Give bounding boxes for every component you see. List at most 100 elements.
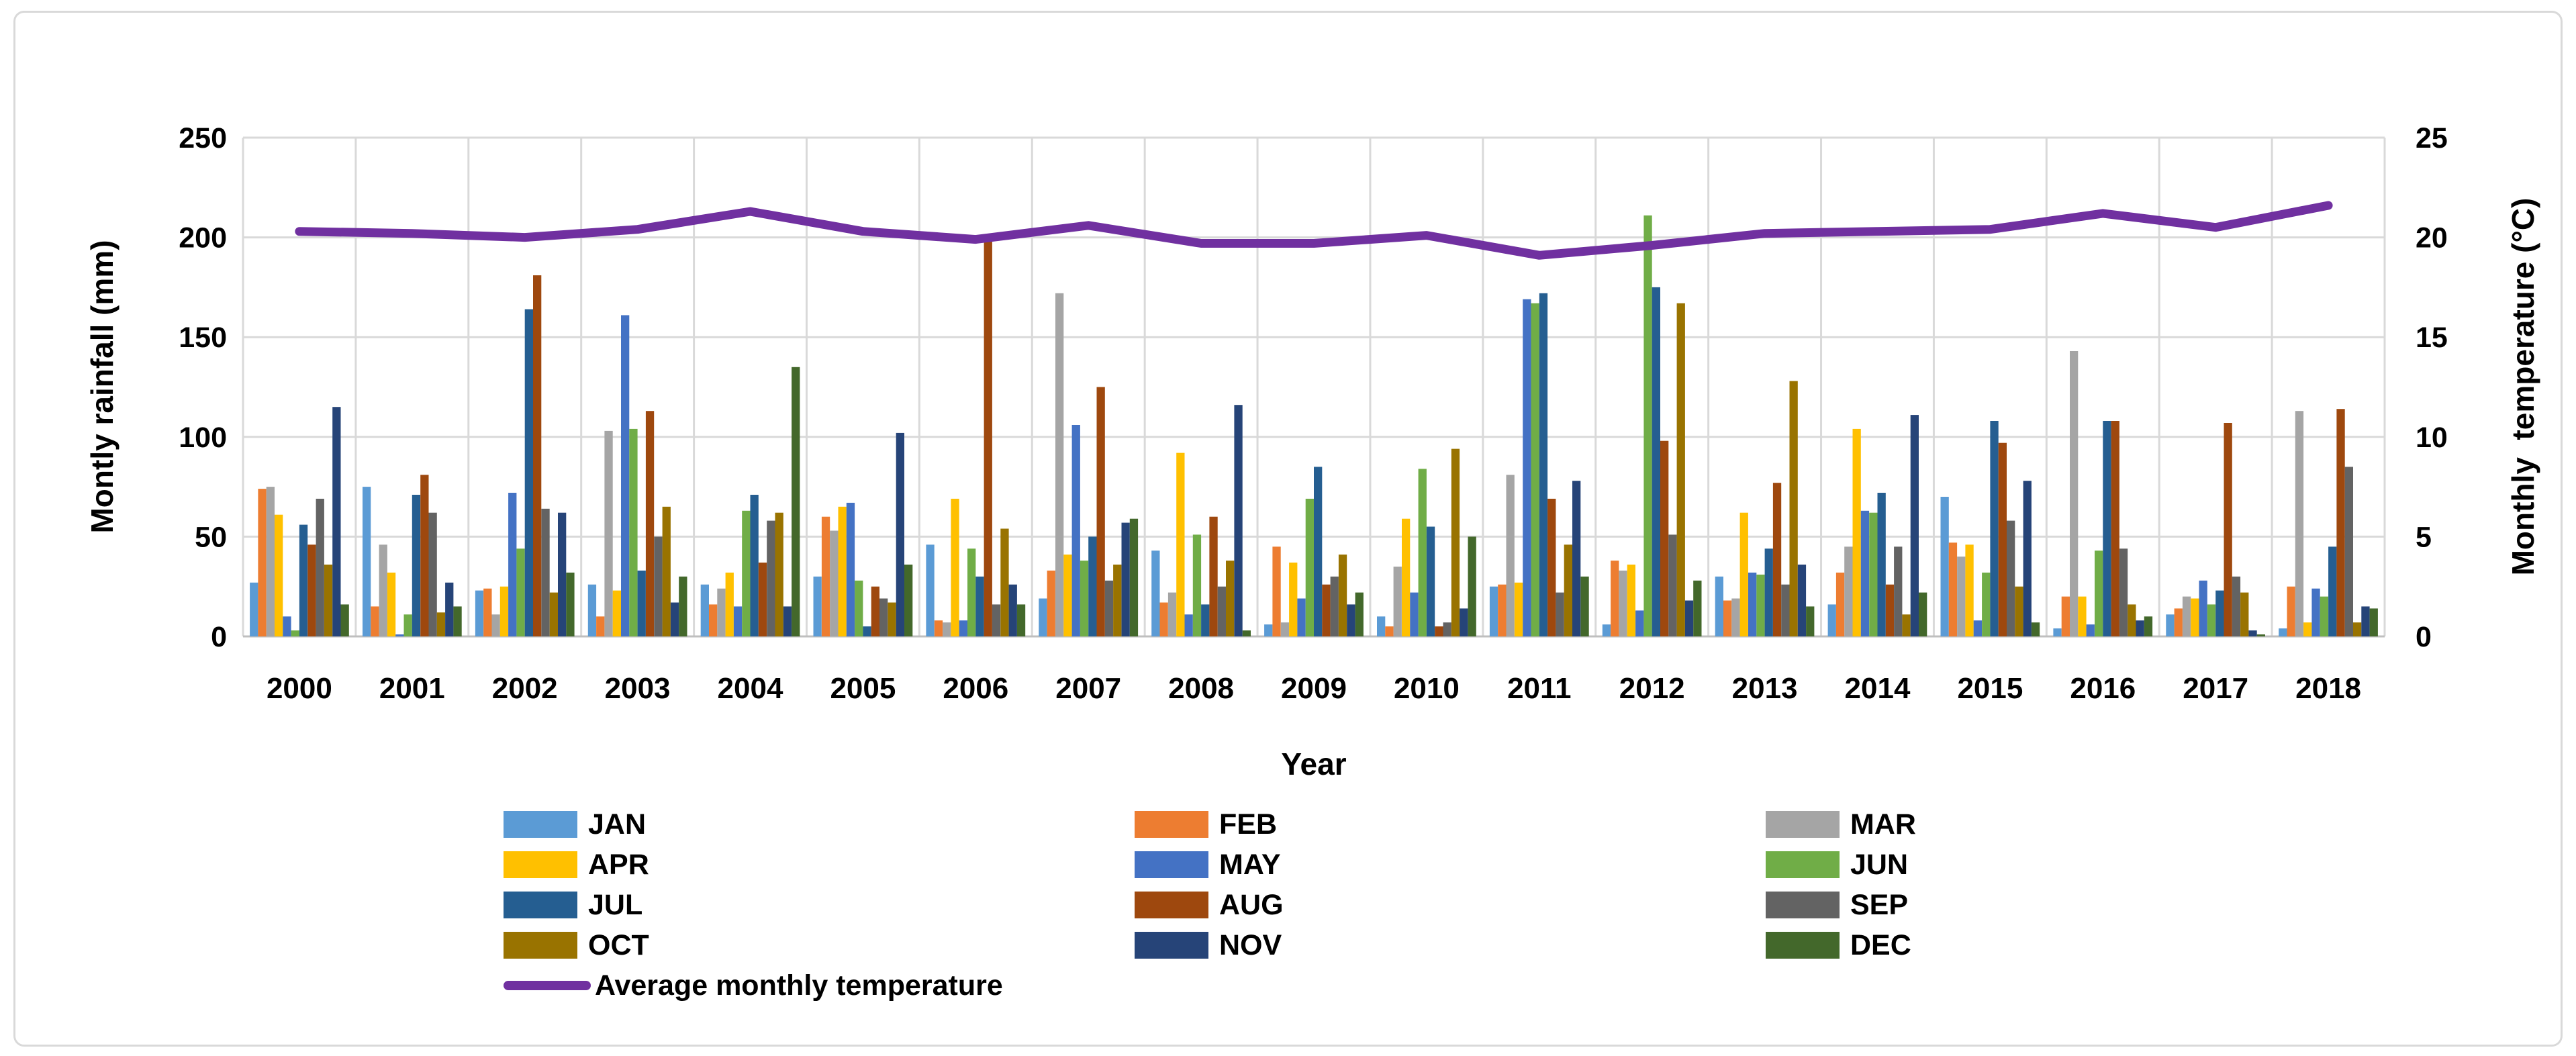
- bar-2014-JUL: [1877, 493, 1886, 636]
- legend-label: JAN: [588, 808, 647, 841]
- left-axis-title: Montly rainfall (mm): [85, 240, 120, 534]
- bar-2016-OCT: [2128, 604, 2136, 636]
- bar-2013-JAN: [1715, 576, 1723, 636]
- right-tick-label: 15: [2416, 322, 2448, 354]
- bar-2014-MAR: [1844, 546, 1853, 636]
- bar-2000-DEC: [340, 604, 349, 636]
- chart-frame: [13, 11, 2563, 1047]
- bar-2000-NOV: [332, 407, 341, 636]
- bar-2005-JUL: [863, 626, 871, 636]
- legend-label: DEC: [1850, 928, 1911, 961]
- bar-2012-AUG: [1660, 440, 1669, 636]
- bar-2005-FEB: [821, 516, 830, 636]
- bar-2005-NOV: [896, 432, 904, 636]
- bar-2000-MAR: [266, 487, 275, 636]
- bar-2015-OCT: [2015, 586, 2023, 636]
- bar-2001-OCT: [436, 612, 446, 636]
- bar-2001-JUN: [403, 614, 412, 636]
- right-tick-label: 20: [2416, 222, 2448, 254]
- bar-2008-AUG: [1209, 516, 1218, 636]
- bar-series-JUL: [299, 287, 2337, 636]
- bar-2011-MAR: [1506, 475, 1515, 636]
- legend-item-APR: APR: [504, 849, 649, 881]
- bar-2004-NOV: [783, 606, 792, 636]
- bar-2012-JAN: [1602, 624, 1611, 636]
- bar-2009-NOV: [1347, 604, 1355, 636]
- bar-2006-SEP: [992, 604, 1001, 636]
- legend-item-JAN: JAN: [504, 808, 646, 841]
- bar-2012-MAY: [1635, 610, 1644, 636]
- bar-2011-NOV: [1572, 481, 1581, 636]
- bar-2010-OCT: [1451, 448, 1460, 636]
- bar-2004-SEP: [767, 520, 775, 636]
- bar-2009-SEP: [1330, 576, 1339, 636]
- bar-2018-DEC: [2369, 608, 2378, 636]
- bar-series-MAY: [283, 299, 2320, 636]
- bar-2000-MAY: [283, 616, 291, 636]
- legend-label: AUG: [1219, 888, 1284, 921]
- bar-2016-FEB: [2061, 596, 2070, 636]
- bar-2014-AUG: [1885, 584, 1895, 636]
- left-tick-label: 250: [179, 122, 227, 154]
- legend-swatch-SEP: [1766, 892, 1840, 918]
- legend-item-MAY: MAY: [1135, 849, 1281, 881]
- left-tick-label: 200: [179, 222, 227, 254]
- bar-2017-DEC: [2256, 634, 2265, 636]
- legend-label: MAR: [1850, 808, 1916, 841]
- bar-2001-SEP: [428, 512, 437, 636]
- bar-2018-APR: [2303, 622, 2312, 636]
- bar-series-FEB: [258, 489, 2295, 636]
- legend-swatch-MAR: [1766, 811, 1840, 838]
- bar-2010-FEB: [1385, 626, 1394, 636]
- bar-2003-NOV: [670, 602, 679, 636]
- bar-2011-OCT: [1564, 544, 1572, 636]
- year-label-2006: 2006: [943, 672, 1008, 705]
- bar-2003-AUG: [645, 411, 655, 636]
- bar-2014-FEB: [1835, 572, 1845, 636]
- bar-2013-NOV: [1797, 565, 1807, 636]
- bar-2011-DEC: [1580, 576, 1589, 636]
- legend-swatch-FEB: [1135, 811, 1208, 838]
- bar-2015-NOV: [2023, 481, 2032, 636]
- bar-2013-APR: [1739, 512, 1748, 636]
- left-tick-label: 100: [179, 422, 227, 454]
- legend-label: APR: [588, 848, 649, 881]
- bar-2003-MAR: [604, 430, 613, 636]
- legend-label: OCT: [588, 928, 649, 961]
- bar-2017-JUL: [2215, 590, 2224, 636]
- bar-series-JUN: [291, 215, 2328, 636]
- bar-2001-DEC: [453, 606, 462, 636]
- bar-2008-JUL: [1201, 604, 1210, 636]
- year-label-2012: 2012: [1619, 672, 1685, 705]
- year-label-2004: 2004: [718, 672, 783, 705]
- bar-2016-SEP: [2119, 548, 2128, 636]
- bar-2004-OCT: [775, 512, 783, 636]
- bar-series-OCT: [324, 303, 2362, 636]
- bar-2006-DEC: [1016, 604, 1026, 636]
- bar-2006-OCT: [1000, 528, 1009, 636]
- bar-2010-SEP: [1443, 622, 1451, 636]
- year-label-2014: 2014: [1845, 672, 1911, 705]
- bar-2013-JUL: [1764, 548, 1773, 636]
- bar-2008-SEP: [1217, 586, 1226, 636]
- year-label-2018: 2018: [2295, 672, 2361, 705]
- bar-2001-MAY: [395, 634, 404, 636]
- bar-2010-MAR: [1393, 567, 1402, 636]
- bar-2003-APR: [612, 590, 621, 636]
- bar-2015-SEP: [2007, 520, 2015, 636]
- legend-item-JUL: JUL: [504, 889, 642, 921]
- bar-2000-OCT: [324, 565, 333, 636]
- bar-2011-FEB: [1498, 584, 1507, 636]
- bar-2018-JAN: [2279, 628, 2287, 636]
- legend-item-SEP: SEP: [1766, 889, 1908, 921]
- right-tick-label: 25: [2416, 122, 2448, 154]
- bar-2007-AUG: [1096, 387, 1105, 636]
- bar-2013-AUG: [1772, 483, 1782, 636]
- bar-2013-MAR: [1731, 598, 1740, 636]
- bar-2003-MAY: [621, 315, 630, 636]
- bar-2009-JAN: [1264, 624, 1273, 636]
- bar-2012-JUN: [1643, 215, 1652, 636]
- bar-2001-AUG: [420, 475, 429, 636]
- bar-2004-JUL: [750, 495, 759, 636]
- bar-2017-APR: [2191, 598, 2199, 636]
